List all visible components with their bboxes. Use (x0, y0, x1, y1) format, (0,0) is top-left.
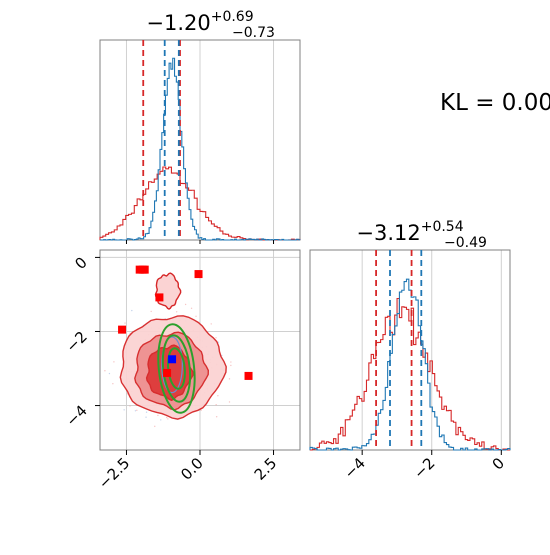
bottom-right-title: −3.12+0.54 (356, 219, 463, 245)
scatter-point (184, 303, 187, 306)
scatter-point (210, 323, 212, 325)
scatter-point (160, 419, 162, 421)
green-reference-contour (157, 323, 196, 414)
top-left-title: −1.20+0.69 (146, 9, 253, 35)
scatter-point (124, 322, 126, 324)
scatter-point (145, 411, 148, 413)
red-square-marker (140, 265, 149, 274)
bottom-left-panel: −2.5 0.0 2.5 0 −2 −4 (62, 249, 301, 493)
scatter-point (215, 416, 218, 418)
right-blue-histogram (309, 278, 511, 451)
scatter-ytick-label: 0 (71, 254, 90, 273)
scatter-point (215, 337, 217, 339)
bottom-right-panel: −4 −2 0 (309, 249, 511, 482)
scatter-point (230, 361, 232, 363)
scatter-point (215, 404, 217, 406)
scatter-point (134, 410, 137, 412)
top-left-panel (99, 39, 301, 244)
scatter-xtick-label: −2.5 (95, 454, 133, 492)
scatter-point (190, 307, 193, 309)
scatter-point (150, 310, 152, 313)
right-red-histogram (310, 297, 510, 451)
top-left-blue-histogram (100, 57, 301, 241)
scatter-point (123, 409, 125, 411)
top-left-title-plus: +0.69 (211, 9, 254, 25)
scatter-xtick-label: 0.0 (177, 454, 207, 484)
right-xtick-label: −4 (341, 454, 369, 482)
scatter-point (175, 311, 178, 313)
top-left-title-minus: −0.73 (232, 25, 275, 41)
red-square-marker (118, 325, 127, 334)
scatter-point (217, 394, 219, 397)
scatter-point (129, 405, 131, 407)
red-square-marker (194, 270, 203, 279)
scatter-point (145, 416, 147, 418)
scatter-point (165, 416, 168, 419)
scatter-point (157, 414, 159, 417)
scatter-point (228, 401, 231, 403)
scatter-ytick-label: −2 (62, 328, 90, 356)
scatter-point (228, 378, 231, 380)
red-square-marker (163, 368, 172, 377)
blue-square-marker (168, 355, 177, 364)
bottom-right-title-plus: +0.54 (421, 219, 464, 235)
scatter-point (136, 409, 138, 411)
right-xtick-label: −2 (410, 454, 438, 482)
red-density-contour-small (154, 272, 182, 310)
scatter-point (108, 372, 111, 375)
scatter-point (230, 364, 232, 367)
right-frame (309, 249, 511, 451)
bottom-right-title-median: −3.12 (356, 221, 420, 245)
top-left-title-median: −1.20 (146, 11, 210, 35)
scatter-point (195, 315, 197, 317)
scatter-point (112, 383, 114, 385)
scatter-point (217, 341, 220, 343)
scatter-point (104, 370, 106, 372)
scatter-point (113, 361, 115, 363)
scatter-point (131, 309, 133, 312)
scatter-ytick-label: −4 (62, 402, 90, 430)
bottom-right-title-minus: −0.49 (444, 235, 487, 251)
red-square-marker (155, 293, 164, 302)
scatter-point (200, 409, 202, 411)
kl-divergence-label: KL = 0.00 (440, 90, 550, 116)
blue-density-contour (161, 336, 183, 394)
scatter-xtick-label: 2.5 (251, 454, 281, 484)
scatter-point (154, 425, 156, 428)
right-xtick-label: 0 (489, 454, 508, 473)
scatter-point (167, 418, 169, 420)
red-square-marker (244, 371, 253, 380)
